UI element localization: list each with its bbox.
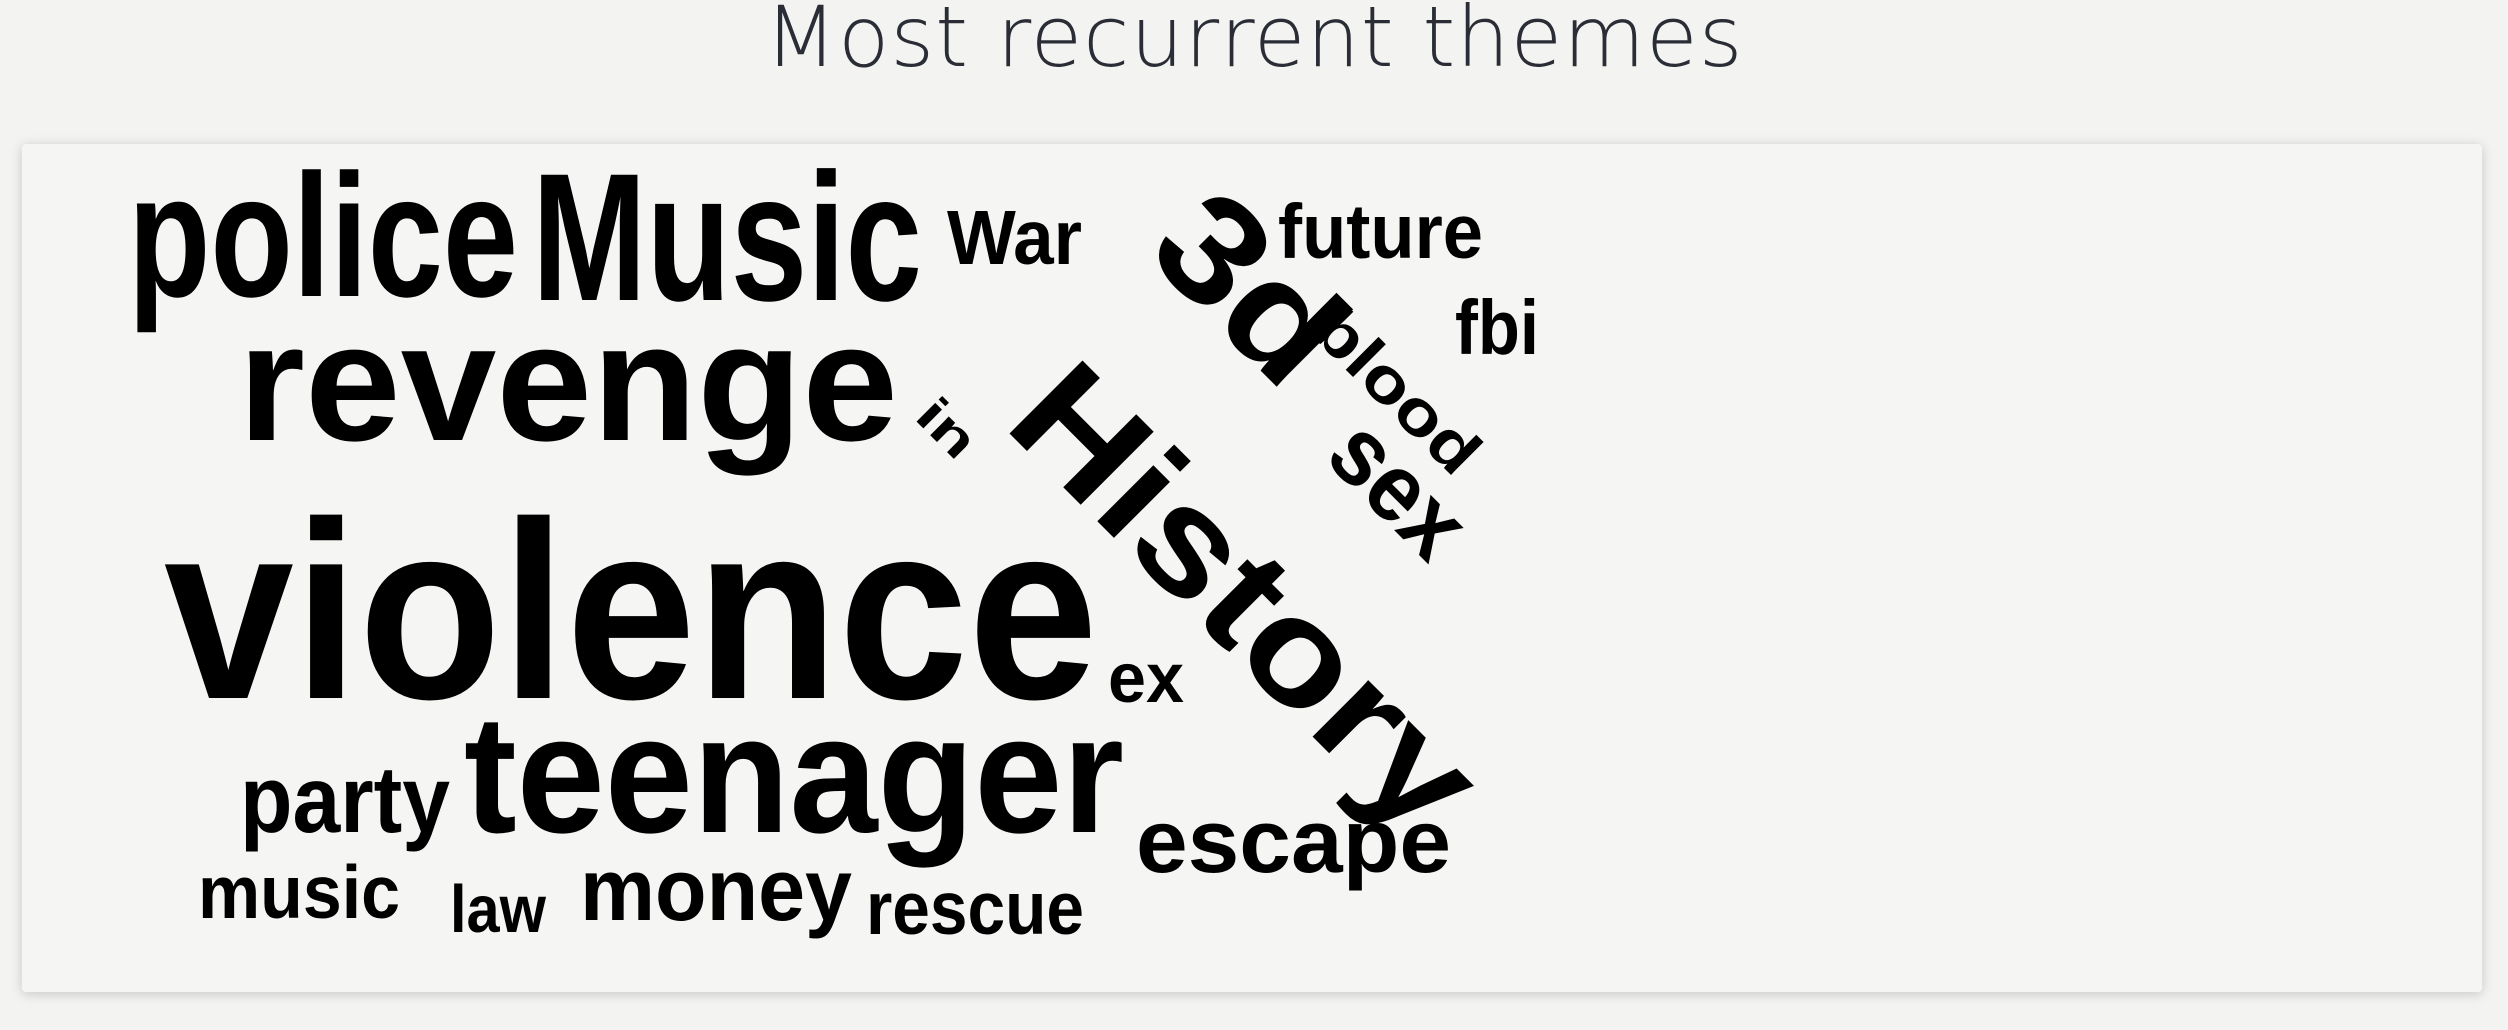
word-ex: ex (1108, 639, 1184, 717)
word-cloud: police Music War future fbi revenge 3d H… (128, 144, 1539, 950)
word-escape: escape (1136, 790, 1451, 891)
word-money: money (580, 841, 852, 939)
word-violence: violence (164, 470, 1098, 753)
word-fbi: fbi (1455, 284, 1539, 371)
word-war: War (947, 194, 1082, 281)
word-teenager: teenager (464, 679, 1124, 867)
word-rescue: rescue (866, 865, 1084, 950)
word-music: music (198, 849, 400, 934)
word-law: law (450, 872, 547, 947)
word-music-capital: Music (532, 144, 922, 339)
word-party: party (240, 747, 450, 853)
word-in: in (905, 386, 988, 469)
word-future: future (1278, 188, 1483, 275)
page-title: Most recurrent themes (764, 0, 1744, 86)
word-revenge: revenge (238, 288, 898, 476)
word-police: police (128, 144, 518, 334)
word-cloud-card: police Music War future fbi revenge 3d H… (22, 144, 2482, 992)
